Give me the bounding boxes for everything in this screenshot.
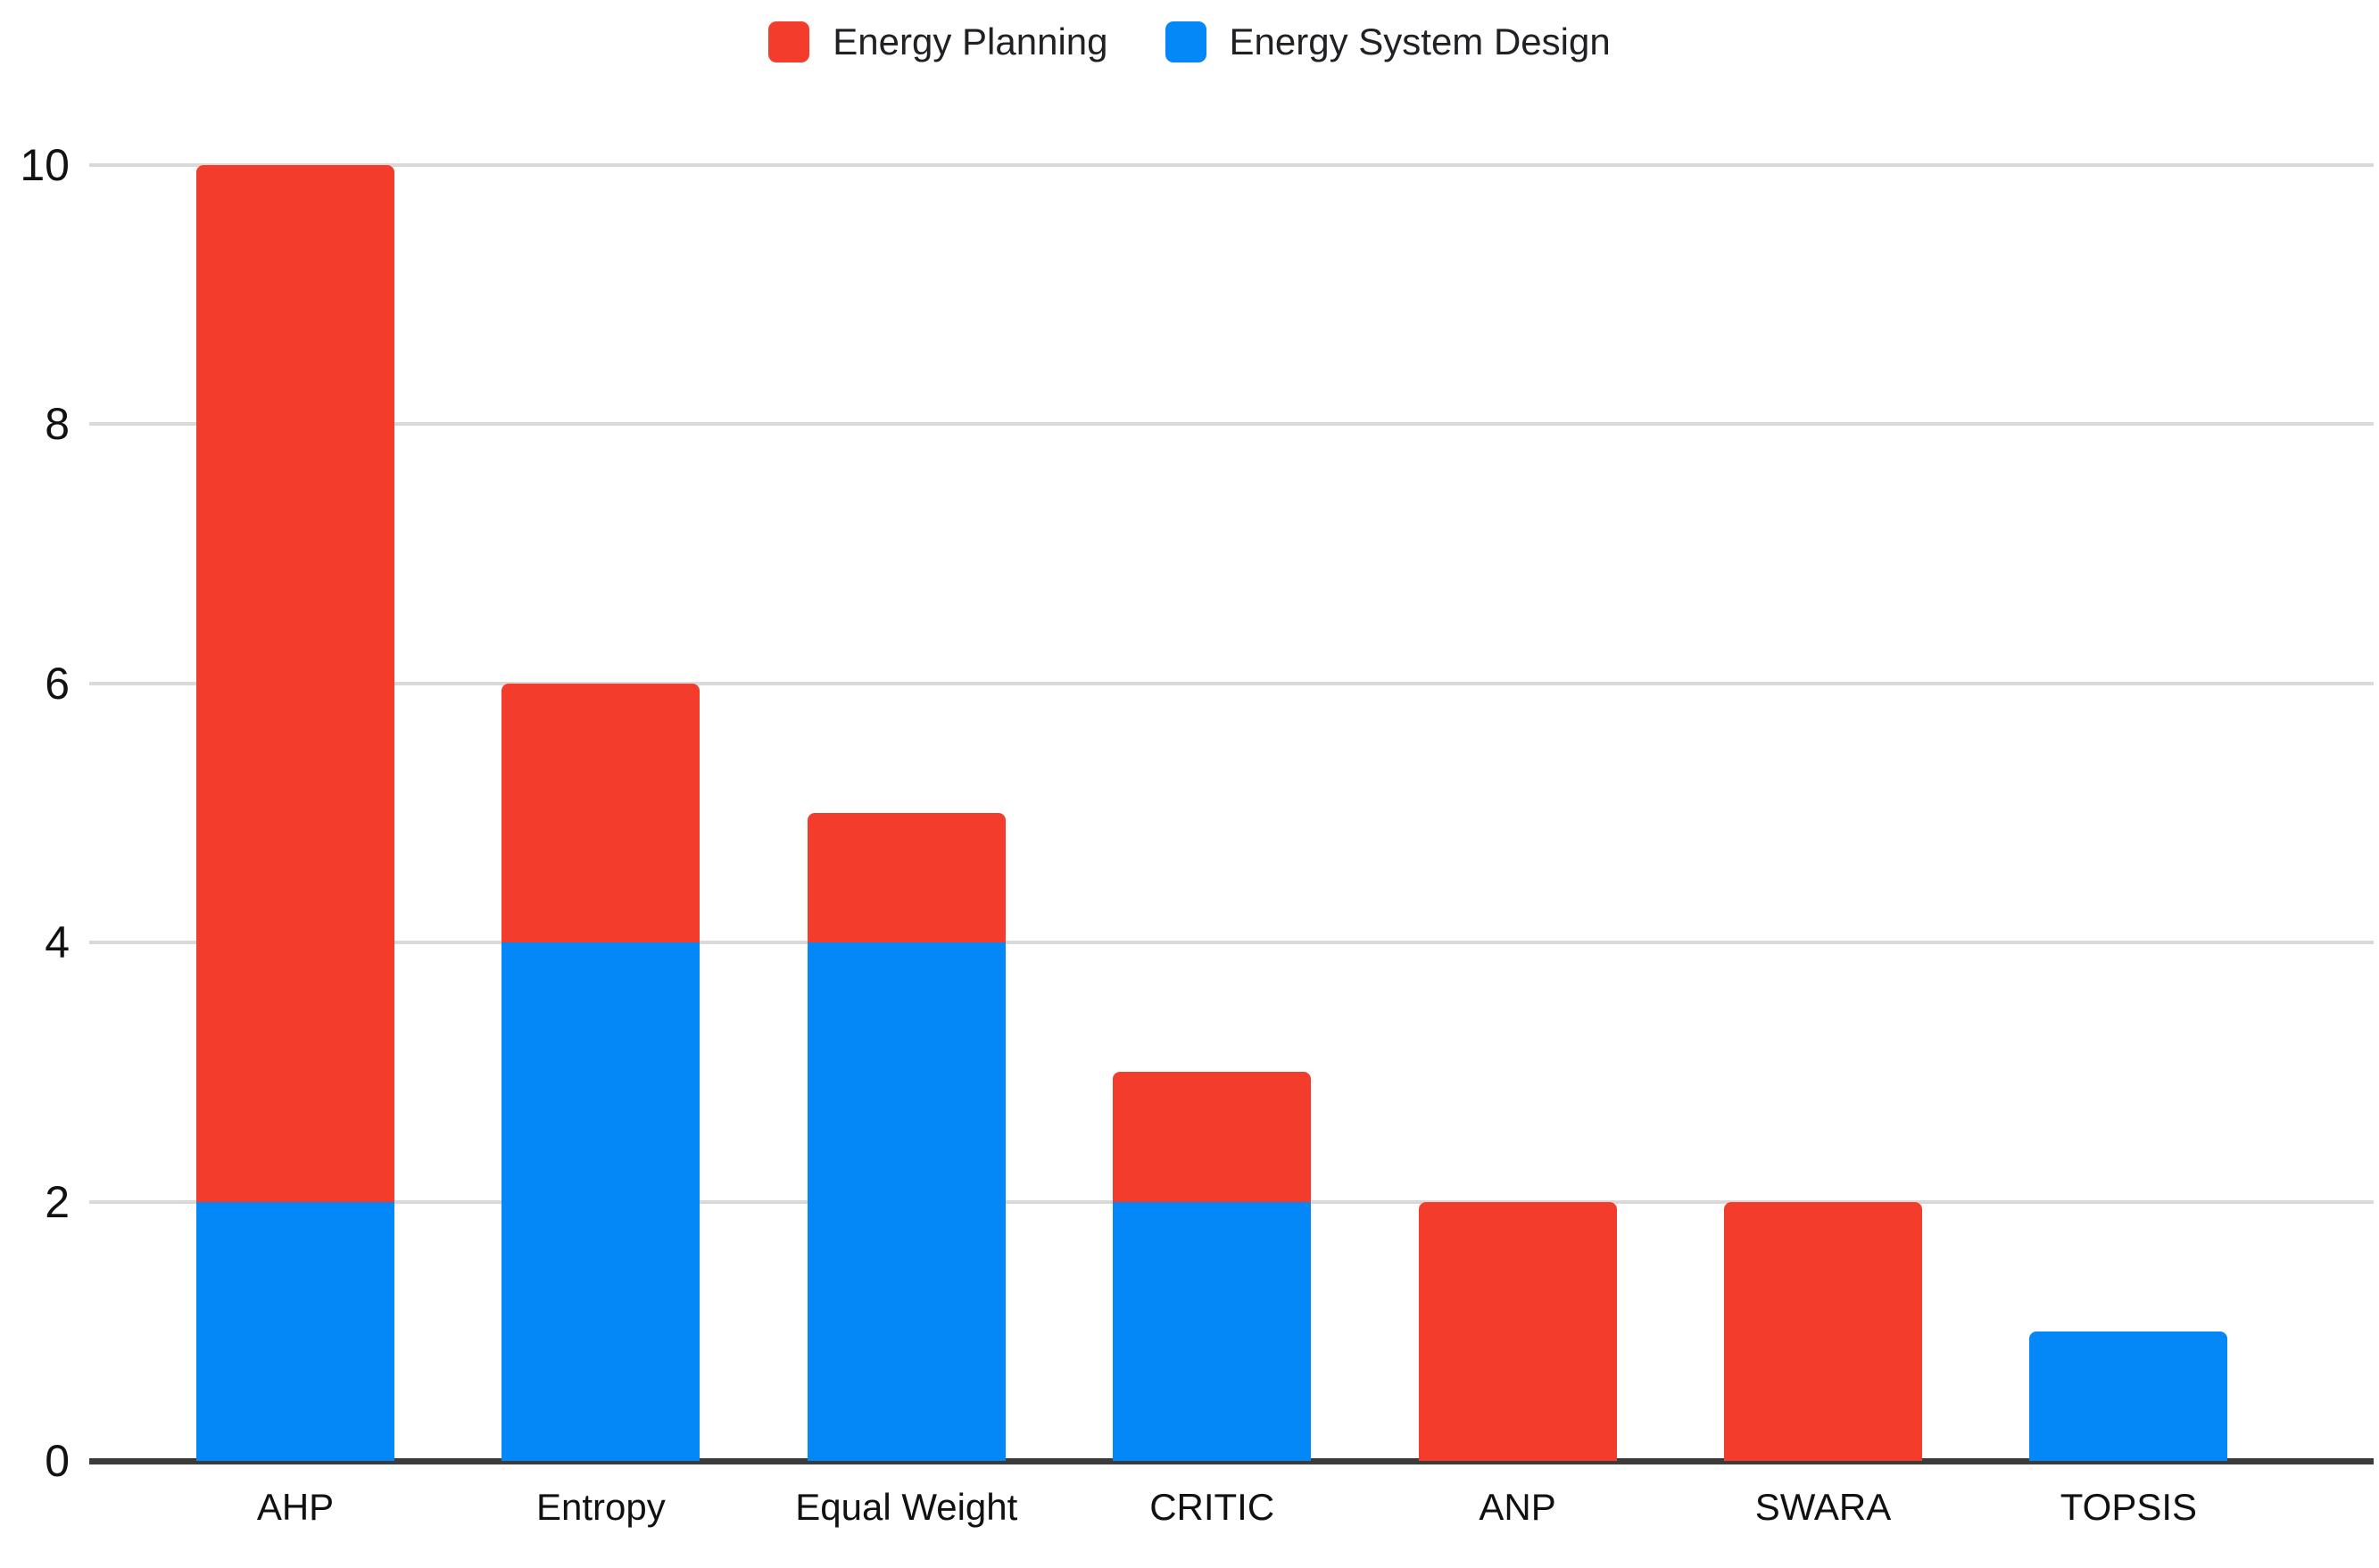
bar-segment[interactable] [807, 813, 1006, 943]
legend-item[interactable]: Energy Planning [768, 21, 1108, 62]
legend-swatch-icon [1165, 21, 1206, 62]
x-axis-category-label: CRITIC [1149, 1486, 1275, 1528]
bar-segment[interactable] [196, 1201, 394, 1461]
gridline [89, 422, 2374, 427]
x-axis-line [89, 1458, 2374, 1464]
y-axis-tick-label: 2 [45, 1176, 70, 1227]
chart-legend: Energy Planning Energy System Design [0, 21, 2379, 62]
y-axis-tick-label: 6 [45, 658, 70, 709]
bar-segment[interactable] [196, 165, 394, 1202]
x-axis-category-label: ANP [1479, 1486, 1556, 1528]
legend-item[interactable]: Energy System Design [1165, 21, 1611, 62]
bar-segment[interactable] [807, 942, 1006, 1461]
x-axis-category-label: Equal Weight [795, 1486, 1018, 1528]
y-axis-tick-label: 0 [45, 1436, 70, 1486]
legend-swatch-icon [768, 21, 810, 62]
x-axis-category-label: AHP [256, 1486, 335, 1528]
bar-segment[interactable] [1418, 1201, 1617, 1461]
legend-label: Energy System Design [1229, 21, 1611, 62]
legend-label: Energy Planning [833, 21, 1108, 62]
gridline [89, 941, 2374, 945]
x-axis-category-label: SWARA [1754, 1486, 1892, 1528]
bar-segment[interactable] [1113, 1201, 1312, 1461]
bar-segment[interactable] [1113, 1072, 1312, 1202]
gridline [89, 681, 2374, 685]
y-axis-tick-label: 4 [45, 917, 70, 968]
y-axis-tick-label: 10 [20, 140, 70, 190]
gridline [89, 163, 2374, 167]
x-axis-category-label: TOPSIS [2060, 1486, 2198, 1528]
bar-segment[interactable] [1724, 1201, 1922, 1461]
bar-segment[interactable] [2029, 1331, 2228, 1461]
bar-segment[interactable] [501, 942, 700, 1461]
bar-segment[interactable] [501, 683, 700, 943]
y-axis-tick-label: 8 [45, 399, 70, 450]
x-axis-category-label: Entropy [536, 1486, 666, 1528]
